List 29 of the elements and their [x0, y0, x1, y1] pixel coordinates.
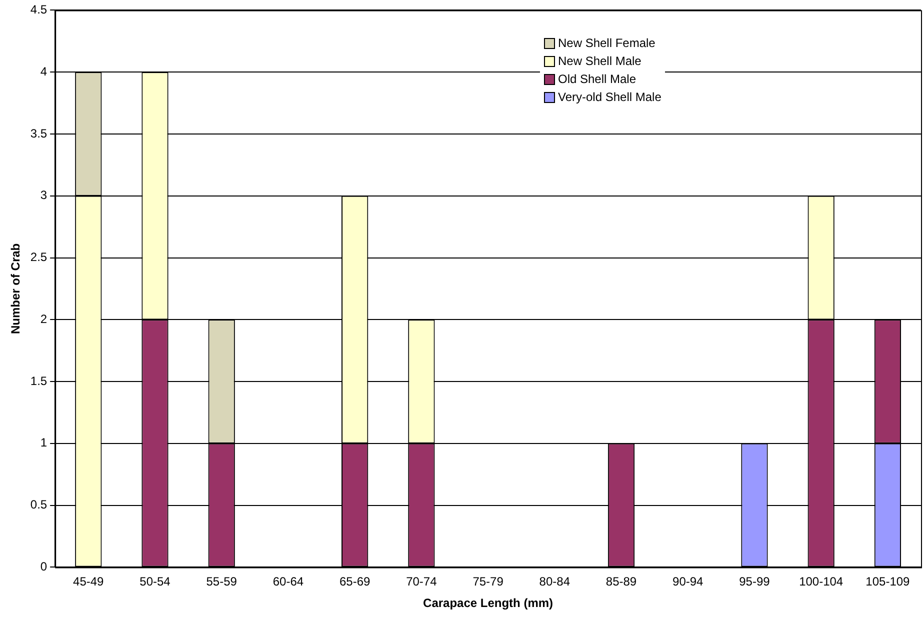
y-tick-label: 4	[40, 64, 48, 78]
x-tick-label: 80-84	[539, 574, 570, 589]
legend-label: Old Shell Male	[558, 72, 636, 86]
y-tick-label: 0	[40, 560, 48, 574]
legend-label: New Shell Female	[558, 36, 656, 50]
x-tick-label: 65-69	[339, 574, 370, 589]
x-tick-label: 105-109	[866, 574, 910, 589]
y-tick-label: 4.5	[30, 2, 48, 17]
y-tick-label: 2.5	[30, 250, 48, 264]
y-tick-label: 0.5	[30, 498, 48, 512]
x-tick-label: 100-104	[799, 574, 844, 589]
x-axis-title: Carapace Length (mm)	[423, 596, 554, 610]
legend-label: Very-old Shell Male	[558, 90, 662, 104]
x-tick-label: 55-59	[206, 574, 238, 589]
legend-label: New Shell Male	[558, 54, 642, 68]
x-tick-label: 50-54	[140, 574, 171, 589]
y-tick-label: 1	[40, 436, 48, 450]
x-tick-label: 70-74	[406, 574, 438, 589]
x-tick-label: 75-79	[472, 574, 504, 589]
y-axis-title: Number of Crab	[8, 243, 23, 334]
x-tick-label: 85-89	[606, 574, 637, 589]
x-tick-label: 95-99	[739, 574, 770, 589]
x-tick-label: 90-94	[672, 574, 704, 589]
x-tick-label: 45-49	[73, 574, 104, 589]
x-tick-label: 60-64	[272, 574, 304, 589]
y-tick-label: 3.5	[30, 126, 48, 140]
y-tick-label: 1.5	[30, 374, 48, 388]
y-tick-label: 3	[40, 188, 48, 202]
y-tick-label: 2	[40, 312, 48, 326]
